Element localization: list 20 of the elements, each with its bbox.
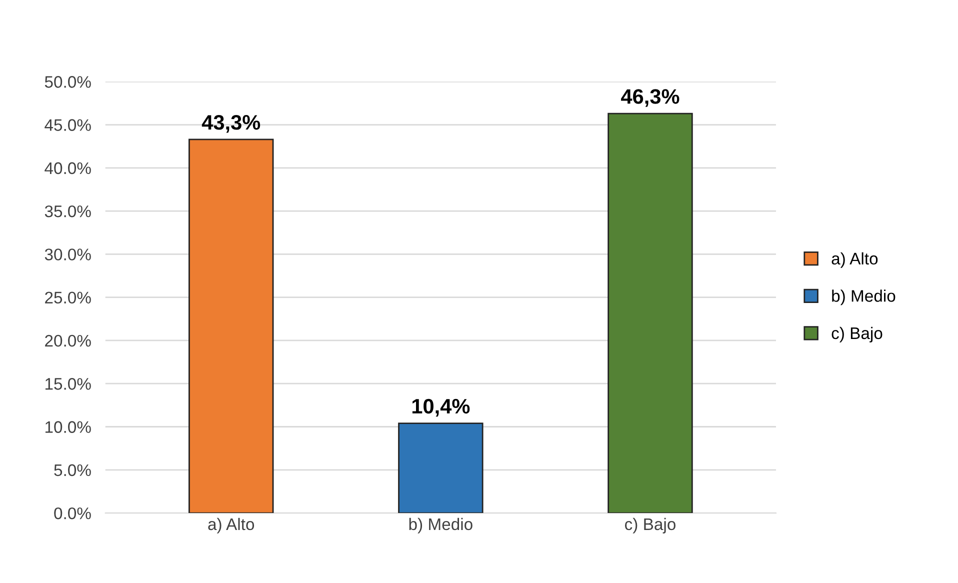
legend-label: c) Bajo [832,326,882,342]
y-tick-label: 5.0% [54,464,91,476]
y-tick-label: 20.0% [45,334,91,347]
legend-label: b) Medio [832,290,896,306]
x-tick-label: a) Alto [208,518,254,534]
x-tick-label: b) Medio [409,518,472,534]
y-tick-label: 30.0% [44,248,91,260]
y-tick-label: 25.0% [45,292,91,304]
data-label: 46,3% [621,89,680,107]
y-tick-label: 35.0% [44,205,91,218]
y-tick-label: 15.0% [46,378,91,390]
data-label: 10,4% [412,398,470,417]
data-label: 43,3% [202,115,260,133]
y-tick-label: 45.0% [44,119,91,131]
y-tick-label: 10.0% [46,421,91,433]
y-tick-label: 0.0% [54,507,91,520]
y-tick-label: 50.0% [44,76,91,88]
y-tick-label: 40.0% [44,162,91,174]
x-tick-label: c) Bajo [625,518,676,534]
legend-label: a) Alto [832,252,878,268]
